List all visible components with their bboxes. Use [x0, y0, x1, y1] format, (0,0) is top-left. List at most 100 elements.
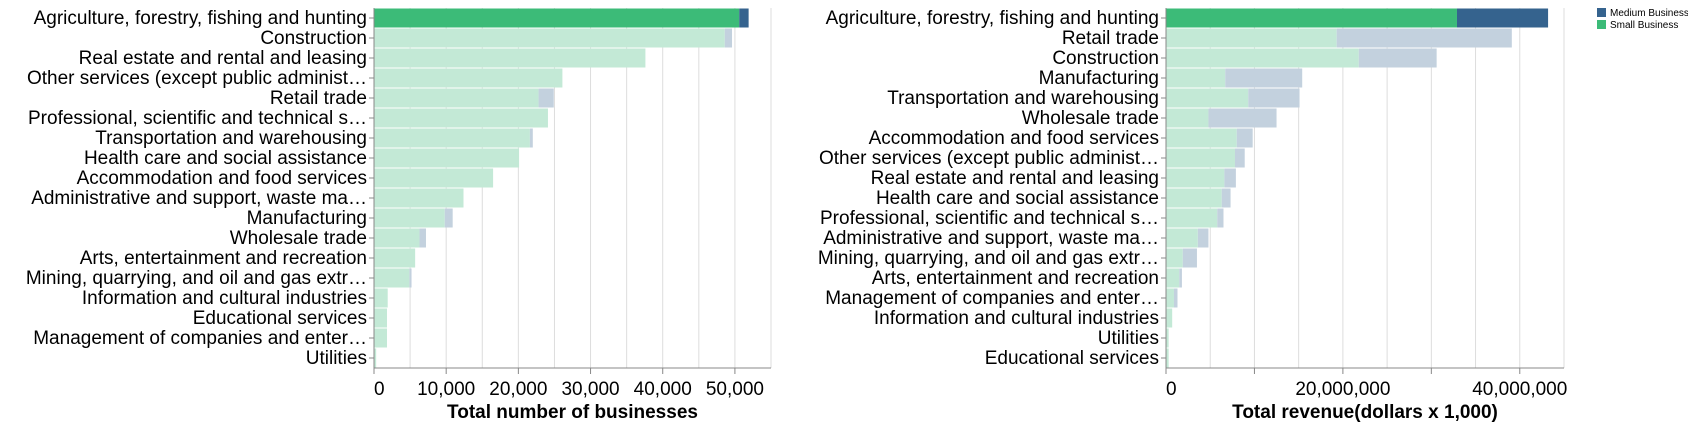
bar-small-business: [374, 288, 388, 308]
bar-medium-business: [1236, 128, 1253, 148]
bar-small-business: [1166, 88, 1249, 108]
x-tick-label: 0: [374, 379, 385, 400]
category-label: Professional, scientific and technical s…: [28, 108, 367, 129]
x-tick-label: 10,000: [417, 379, 475, 400]
bar-medium-business: [538, 88, 554, 108]
category-label: Construction: [1052, 48, 1159, 69]
category-label: Information and cultural industries: [82, 288, 367, 309]
bar-small-business: [1166, 148, 1235, 168]
bar-small-business: [1166, 168, 1225, 188]
bar-medium-business: [1456, 8, 1549, 28]
bar-medium-business: [1221, 188, 1231, 208]
bar-small-business: [374, 8, 740, 28]
bar-small-business: [1166, 188, 1222, 208]
bar-medium-business: [1224, 168, 1236, 188]
bar-small-business: [374, 208, 445, 228]
bar-medium-business: [1182, 248, 1197, 268]
bar-small-business: [374, 128, 530, 148]
bar-small-business: [1166, 248, 1183, 268]
bar-medium-business: [1358, 48, 1437, 68]
category-label: Educational services: [193, 308, 367, 329]
category-label: Administrative and support, waste ma…: [31, 188, 367, 209]
category-label: Agriculture, forestry, fishing and hunti…: [826, 8, 1159, 29]
bar-medium-business: [1208, 108, 1277, 128]
category-label: Manufacturing: [1039, 68, 1159, 89]
category-label: Information and cultural industries: [874, 308, 1159, 329]
bar-small-business: [1166, 348, 1169, 368]
bar-medium-business: [1173, 288, 1178, 308]
bar-small-business: [1166, 48, 1359, 68]
bar-small-business: [374, 188, 464, 208]
category-label: Real estate and rental and leasing: [871, 168, 1159, 189]
bar-small-business: [1166, 208, 1218, 228]
bar-small-business: [1166, 288, 1174, 308]
bar-small-business: [374, 308, 387, 328]
bar-small-business: [374, 348, 377, 368]
category-label: Mining, quarrying, and oil and gas extr…: [26, 268, 367, 289]
category-label: Arts, entertainment and recreation: [872, 268, 1159, 289]
x-tick-label: 30,000: [561, 379, 619, 400]
x-axis-title: Total number of businesses: [447, 402, 698, 423]
category-label: Management of companies and enter…: [825, 288, 1159, 309]
category-label: Health care and social assistance: [876, 188, 1159, 209]
bar-small-business: [1166, 308, 1173, 328]
category-label: Agriculture, forestry, fishing and hunti…: [34, 8, 367, 29]
category-label: Retail trade: [270, 88, 367, 109]
x-tick-label: 20,000: [489, 379, 547, 400]
bar-medium-business: [444, 208, 453, 228]
category-label: Other services (except public administ…: [27, 68, 367, 89]
legend-swatch: [1597, 8, 1606, 17]
category-label: Wholesale trade: [230, 228, 367, 249]
bar-medium-business: [1179, 268, 1182, 288]
bar-small-business: [374, 28, 725, 48]
bar-medium-business: [529, 128, 533, 148]
category-label: Retail trade: [1062, 28, 1159, 49]
category-label: Wholesale trade: [1022, 108, 1159, 129]
chart-revenue: Agriculture, forestry, fishing and hunti…: [818, 8, 1567, 423]
category-label: Utilities: [1098, 328, 1159, 349]
bar-medium-business: [419, 228, 426, 248]
category-label: Utilities: [306, 348, 367, 369]
bar-small-business: [374, 268, 410, 288]
bar-medium-business: [1234, 148, 1245, 168]
bar-small-business: [374, 68, 563, 88]
bar-small-business: [374, 48, 646, 68]
bar-small-business: [374, 108, 548, 128]
bar-small-business: [1166, 108, 1209, 128]
bar-small-business: [1166, 128, 1237, 148]
legend-label: Medium Business: [1610, 8, 1688, 19]
bar-medium-business: [1217, 208, 1224, 228]
bar-medium-business: [1225, 68, 1303, 88]
x-axis-title: Total revenue(dollars x 1,000): [1232, 402, 1498, 423]
bar-small-business: [1166, 28, 1337, 48]
category-label: Manufacturing: [247, 208, 367, 229]
bar-small-business: [374, 328, 387, 348]
x-tick-label: 0: [1166, 379, 1177, 400]
x-tick-label: 40,000: [634, 379, 692, 400]
bar-small-business: [1166, 268, 1180, 288]
category-label: Health care and social assistance: [84, 148, 367, 169]
bar-medium-business: [739, 8, 749, 28]
bar-small-business: [1166, 228, 1198, 248]
category-label: Transportation and warehousing: [95, 128, 367, 149]
category-label: Other services (except public administ…: [819, 148, 1159, 169]
bar-small-business: [374, 88, 539, 108]
bar-small-business: [1166, 68, 1226, 88]
category-label: Management of companies and enter…: [33, 328, 367, 349]
x-tick-label: 20,000,000: [1295, 379, 1390, 400]
bar-medium-business: [1248, 88, 1300, 108]
x-tick-label: 40,000,000: [1472, 379, 1567, 400]
bar-medium-business: [724, 28, 733, 48]
category-label: Real estate and rental and leasing: [79, 48, 367, 69]
category-label: Construction: [260, 28, 367, 49]
bar-medium-business: [409, 268, 412, 288]
bar-small-business: [374, 228, 420, 248]
bar-small-business: [374, 168, 494, 188]
category-label: Accommodation and food services: [77, 168, 367, 189]
bar-medium-business: [1197, 228, 1209, 248]
bar-small-business: [374, 148, 520, 168]
bar-small-business: [1166, 8, 1457, 28]
legend-label: Small Business: [1610, 20, 1678, 31]
